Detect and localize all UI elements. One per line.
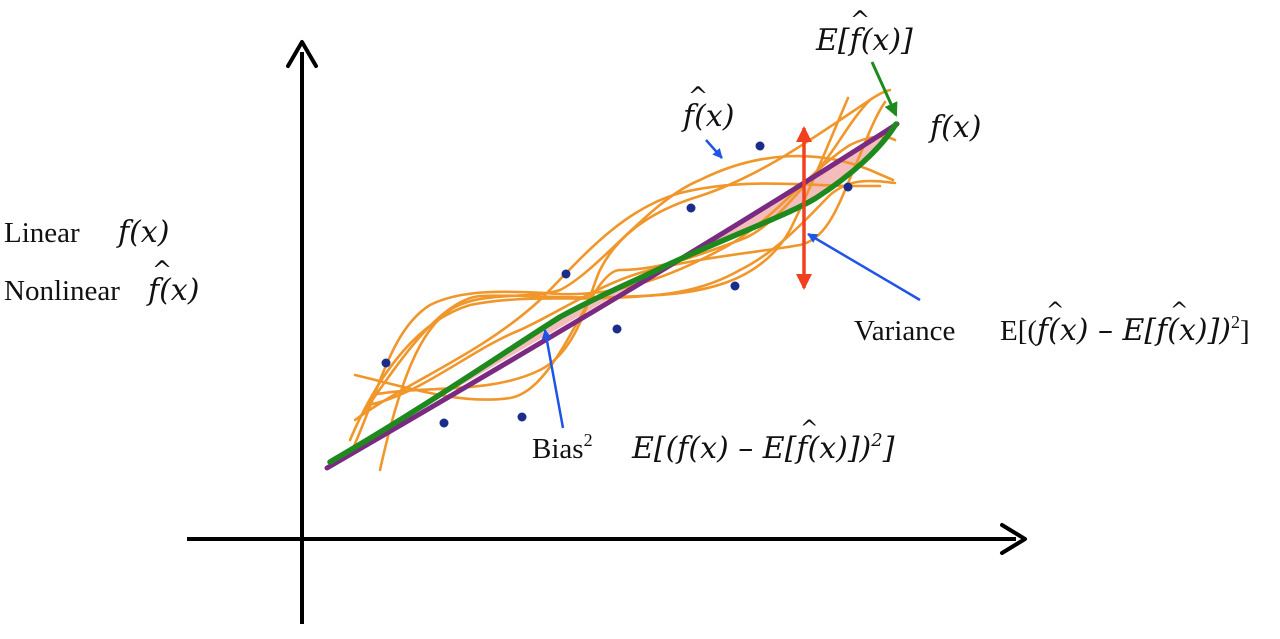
pointer-arrows: [541, 61, 921, 429]
bias-pointer-arrow: [541, 329, 565, 429]
fhat-label: f(x): [681, 99, 734, 134]
bias-formula-body: E[(f(x) – E[f(x)]): [631, 431, 871, 466]
data-points: [381, 141, 853, 428]
linear-fx-label: f(x): [116, 215, 169, 250]
linear-label: Linear: [4, 217, 80, 249]
nonlinear-label: Nonlinear: [4, 275, 120, 307]
variance-hat-mark-2: ^: [1170, 299, 1188, 324]
variance-hat-mark-1: ^: [1046, 299, 1064, 324]
estimate-curve: [353, 182, 882, 422]
nonlinear-fx-label: f(x): [146, 273, 199, 308]
nonlinear-hat-mark: ^: [152, 256, 172, 284]
data-point: [439, 418, 449, 428]
estimate-curve: [360, 96, 850, 417]
x-axis-arrowhead: [1000, 523, 1027, 555]
data-point: [755, 141, 765, 151]
data-point: [843, 182, 853, 192]
y-axis-arrowhead: [286, 40, 318, 68]
data-point: [517, 412, 527, 422]
variance-formula-close: ]: [1240, 315, 1250, 347]
estimate-curves: [348, 88, 897, 472]
bias-exp: 2: [584, 430, 593, 450]
data-point: [381, 358, 391, 368]
estimate-curve: [370, 88, 892, 397]
expected-estimate-hat-mark: ^: [850, 6, 870, 34]
variance-formula-exp: 2: [1231, 312, 1240, 332]
bias-formula: E[(f(x) – E[f(x)])2]: [631, 430, 895, 466]
fhat-hat-mark: ^: [688, 82, 708, 110]
true-function-label: f(x): [928, 110, 981, 145]
bias-hat-mark: ^: [800, 417, 818, 442]
fhat-pointer-arrow: [705, 139, 723, 159]
estimate-curve: [366, 100, 887, 407]
true-function-line: [324, 121, 900, 471]
variance-formula-body: f(x) – E[f(x)]): [1035, 313, 1231, 348]
axes: [187, 40, 1027, 624]
bias-word: Bias: [532, 433, 584, 465]
expected-estimate-curve: [327, 121, 899, 465]
variance-label: Variance: [854, 315, 955, 347]
data-point: [612, 324, 622, 334]
data-point: [561, 269, 571, 279]
variance-formula: E[(f(x) – E[f(x)])2]: [1000, 312, 1250, 348]
bias-formula-exp: 2: [870, 430, 882, 451]
bias-label: Bias2: [532, 430, 593, 465]
data-point: [730, 281, 740, 291]
expected-estimate-pointer-arrow: [870, 61, 898, 117]
variance-formula-open: E[(: [1000, 315, 1037, 347]
expected-estimate-label: E[f(x)]: [815, 23, 913, 58]
estimate-curve: [378, 154, 895, 472]
variance-pointer-arrow: [807, 232, 921, 302]
bias-formula-close: ]: [882, 431, 895, 466]
data-point: [686, 203, 696, 213]
